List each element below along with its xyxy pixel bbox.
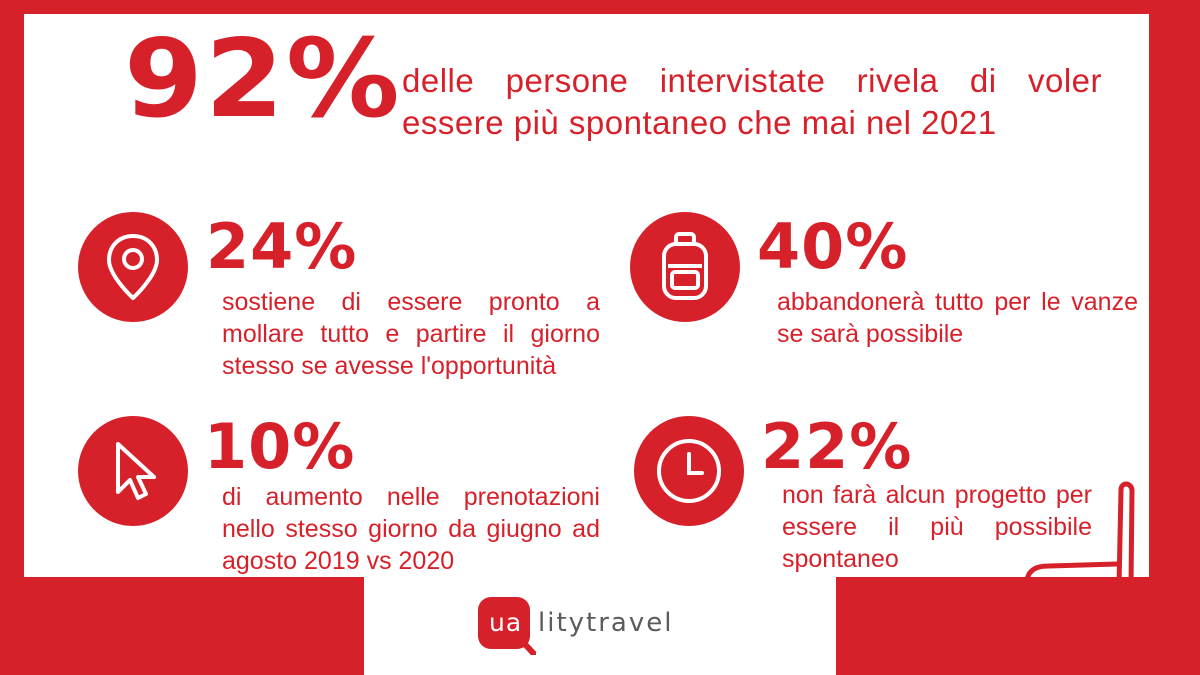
brand-logo-mark-text: ua bbox=[489, 608, 523, 637]
stat-description: non farà alcun progetto per essere il pi… bbox=[782, 481, 1092, 573]
clock-icon bbox=[634, 416, 744, 526]
brand-logo-wordmark: litytravel bbox=[538, 608, 674, 638]
stat-percent: 22% bbox=[761, 410, 913, 483]
stat-percent: 40% bbox=[757, 210, 909, 283]
brand-logo: ua litytravel bbox=[364, 577, 836, 675]
headline-text: delle persone intervistate rivela di vol… bbox=[402, 62, 1102, 141]
headline-percent: 92% bbox=[124, 17, 402, 142]
location-pin-icon bbox=[78, 212, 188, 322]
stat-description: abbandonerà tutto per le vanze - se sarà… bbox=[777, 288, 1149, 348]
infographic-card: 92% delle persone intervistate rivela di… bbox=[24, 14, 1149, 577]
stat-percent: 24% bbox=[206, 210, 358, 283]
cursor-icon bbox=[78, 416, 188, 526]
brand-logo-mark-icon bbox=[478, 597, 536, 655]
backpack-icon bbox=[630, 212, 740, 322]
stat-description: di aumento nelle prenotazioni nello stes… bbox=[222, 483, 600, 575]
chair-illustration bbox=[1025, 481, 1135, 577]
stat-percent: 10% bbox=[204, 410, 356, 483]
stat-description: sostiene di essere pronto a mollare tutt… bbox=[222, 288, 600, 380]
